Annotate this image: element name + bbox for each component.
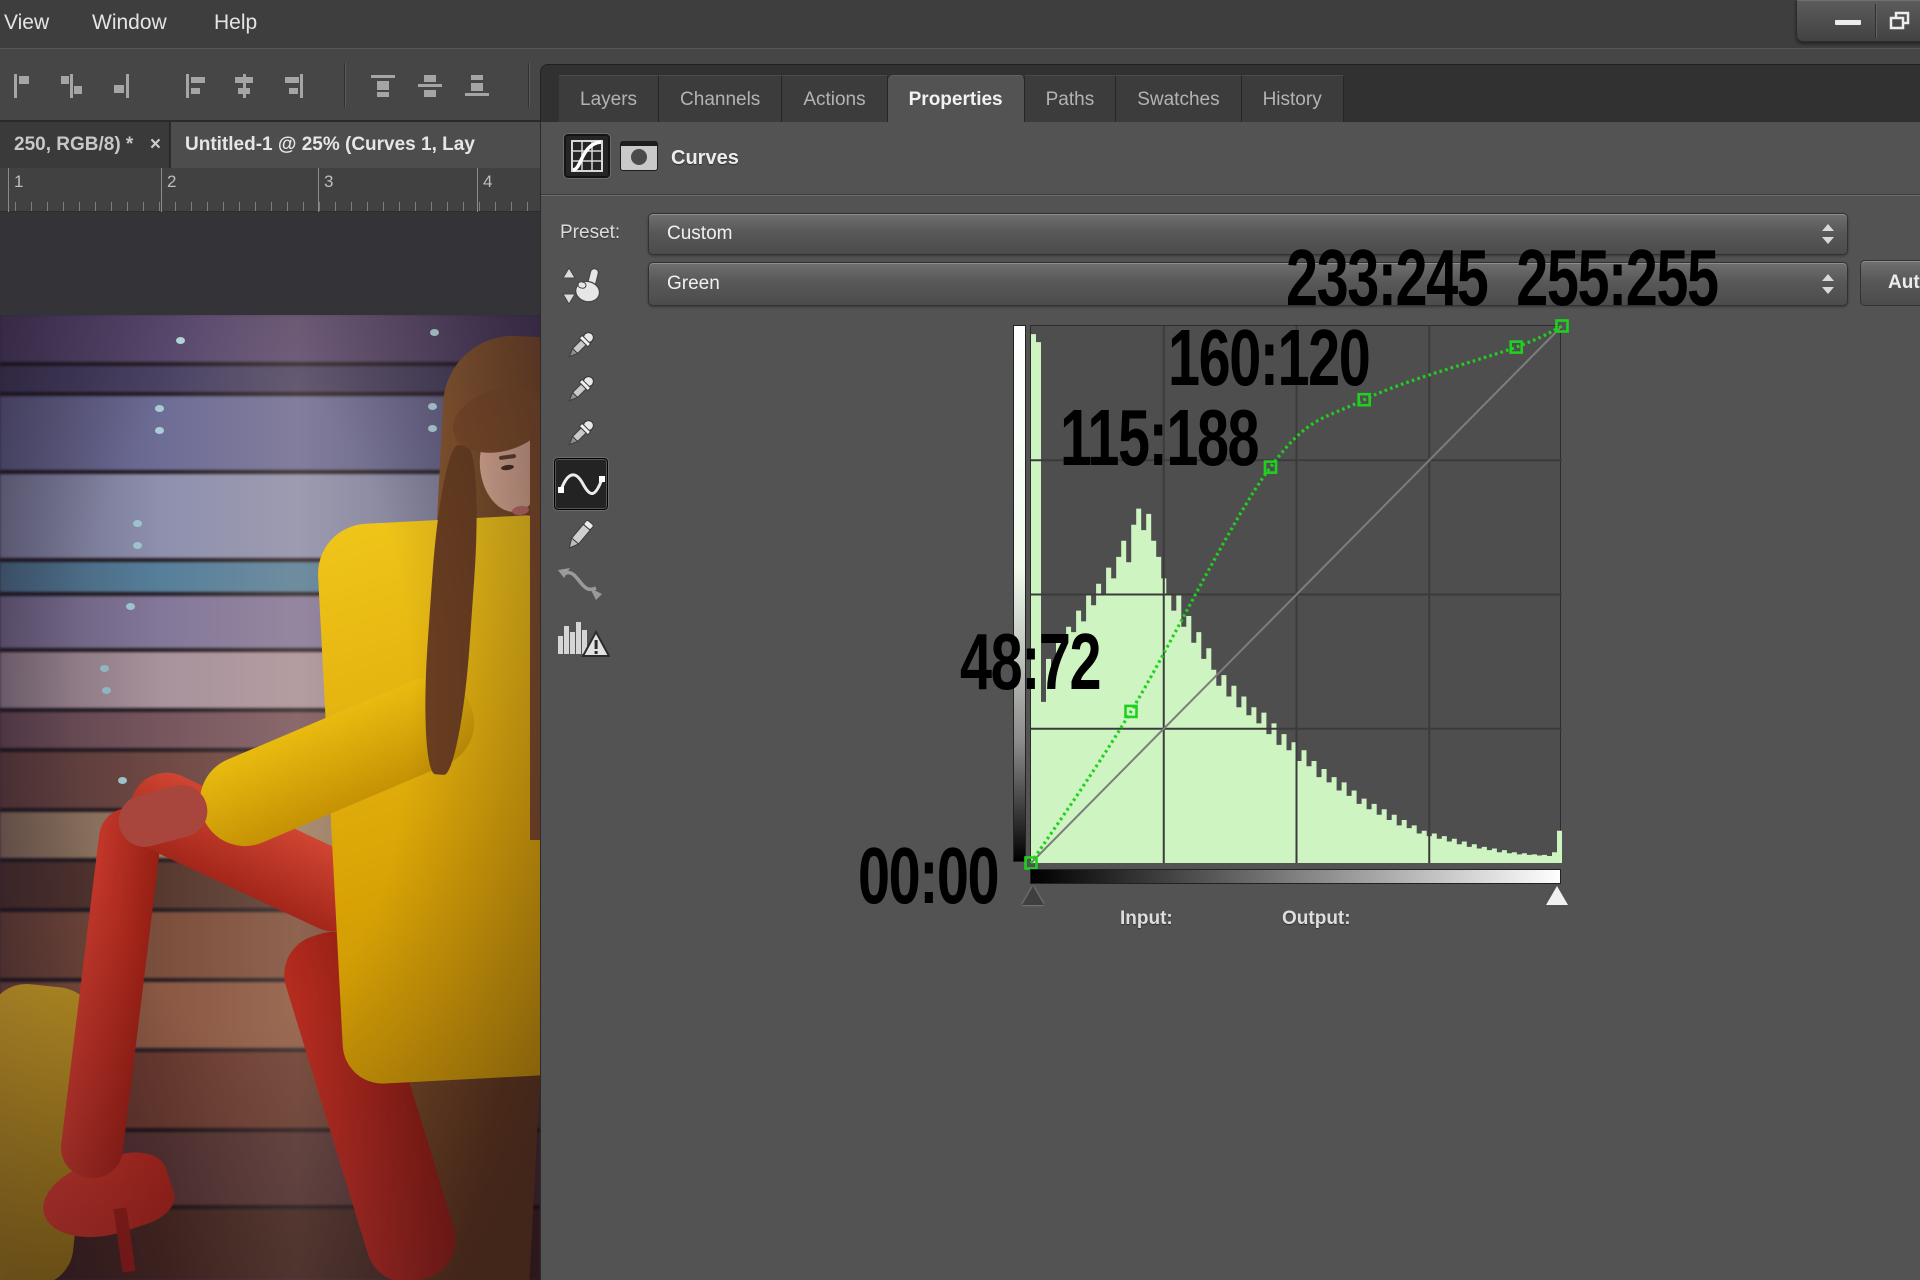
close-tab-icon[interactable]: × xyxy=(149,134,161,155)
restore-icon[interactable] xyxy=(1889,11,1911,36)
dropdown-stepper-icon[interactable] xyxy=(1822,273,1834,295)
hair-right-side xyxy=(530,410,540,840)
document-tab-inactive[interactable]: 250, RGB/8) * × xyxy=(0,122,170,168)
document-tab-bar: 250, RGB/8) * × Untitled-1 @ 25% (Curves… xyxy=(0,122,540,168)
histogram-warning-icon[interactable] xyxy=(556,616,611,665)
curves-graph[interactable] xyxy=(1024,319,1569,870)
align-vcenter-icon[interactable] xyxy=(415,71,445,101)
white-point-eyedropper-icon[interactable] xyxy=(560,414,600,459)
document-canvas[interactable] xyxy=(0,212,540,1280)
shadow-input-slider[interactable] xyxy=(1022,886,1044,905)
smooth-curve-icon[interactable] xyxy=(556,562,604,609)
menu-bar: View Window Help xyxy=(0,0,1920,48)
preset-dropdown[interactable]: Custom xyxy=(648,213,1848,255)
menu-help[interactable]: Help xyxy=(214,11,258,34)
curves-graph-svg xyxy=(1024,319,1569,870)
preset-label: Preset: xyxy=(560,222,621,243)
align-left-icon[interactable] xyxy=(182,71,212,101)
align-right-icon[interactable] xyxy=(277,71,307,101)
document-tab-label: 250, RGB/8) * xyxy=(14,134,134,155)
menu-window[interactable]: Window xyxy=(92,11,167,34)
preset-value: Custom xyxy=(667,223,733,244)
header-divider xyxy=(541,194,1920,196)
draw-curve-pencil-icon[interactable] xyxy=(560,516,600,561)
overlay-label-115-188: 115:188 xyxy=(1060,393,1260,482)
align-bottom-icon[interactable] xyxy=(462,71,492,101)
window-controls xyxy=(1796,0,1920,42)
overlay-label-233-245-255-255: 233:245 255:255 xyxy=(1286,233,1719,322)
black-point-eyedropper-icon[interactable] xyxy=(560,326,600,371)
photo-vignette xyxy=(0,315,540,1280)
document-tab-label: Untitled-1 @ 25% (Curves 1, Lay xyxy=(185,134,475,155)
minimize-icon[interactable] xyxy=(1835,20,1861,25)
window-controls-divider xyxy=(1875,4,1876,38)
tab-channels[interactable]: Channels xyxy=(659,75,783,122)
ruler-number: 3 xyxy=(317,168,334,212)
align-hcenter-icon[interactable] xyxy=(229,71,259,101)
tab-swatches[interactable]: Swatches xyxy=(1116,75,1242,122)
tab-paths[interactable]: Paths xyxy=(1024,75,1117,122)
input-label: Input: xyxy=(1120,908,1173,929)
ruler-number: 2 xyxy=(160,168,177,212)
photo-woman-on-wooden-stairs xyxy=(0,315,540,1280)
ruler-ticks xyxy=(0,202,540,211)
tab-layers[interactable]: Layers xyxy=(559,75,660,122)
channel-dropdown[interactable]: Green xyxy=(648,262,1848,306)
highlight-input-slider[interactable] xyxy=(1546,886,1568,905)
tab-history[interactable]: History xyxy=(1241,75,1344,122)
horizontal-ruler: 1 2 3 4 xyxy=(0,168,540,212)
menu-view[interactable]: View xyxy=(4,11,50,34)
tab-properties[interactable]: Properties xyxy=(887,75,1025,122)
output-label: Output: xyxy=(1282,908,1351,929)
overlay-label-160-120: 160:120 xyxy=(1168,313,1371,402)
distribute-left-icon[interactable] xyxy=(10,71,40,101)
panel-tab-bar: Layers Channels Actions Properties Paths… xyxy=(540,64,1920,122)
document-tab-active[interactable]: Untitled-1 @ 25% (Curves 1, Lay xyxy=(171,122,540,168)
tab-actions[interactable]: Actions xyxy=(782,75,888,122)
distribute-hcenter-icon[interactable] xyxy=(57,71,87,101)
panel-title: Curves xyxy=(671,147,739,169)
curves-adjustment-icon xyxy=(564,134,610,178)
input-gradient-ramp xyxy=(1030,869,1561,884)
channel-value: Green xyxy=(667,273,720,294)
edit-points-icon[interactable] xyxy=(554,458,608,510)
dropdown-stepper-icon[interactable] xyxy=(1822,223,1834,245)
plank-screws xyxy=(176,337,185,344)
toolbar-separator xyxy=(528,63,529,107)
overlay-label-48-72: 48:72 xyxy=(960,617,1102,706)
distribute-right-icon[interactable] xyxy=(104,71,134,101)
targeted-adjustment-icon[interactable] xyxy=(558,262,608,317)
ruler-number: 1 xyxy=(7,168,24,212)
output-gradient-ramp xyxy=(1013,325,1026,862)
overlay-label-00-00: 00:00 xyxy=(858,831,1000,920)
auto-button[interactable]: Auto xyxy=(1860,260,1920,306)
gray-point-eyedropper-icon[interactable] xyxy=(560,370,600,415)
ruler-number: 4 xyxy=(476,168,493,212)
toolbar-separator xyxy=(344,63,345,107)
layer-mask-icon[interactable] xyxy=(620,141,658,171)
align-top-icon[interactable] xyxy=(368,71,398,101)
